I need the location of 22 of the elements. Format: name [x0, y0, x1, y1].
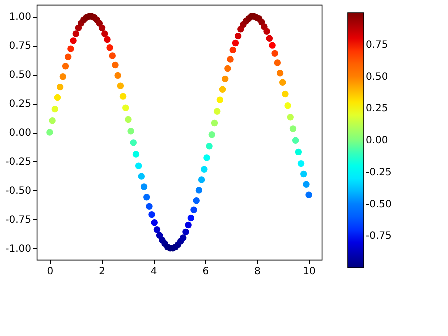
y-tick-label: 1.00: [9, 12, 32, 24]
y-tick-label: 0.25: [9, 99, 32, 110]
x-tick-label: 2: [99, 266, 106, 278]
color-bar-label: -0.75: [366, 231, 392, 242]
x-tick-label: 4: [150, 266, 158, 278]
x-tick-label: 6: [202, 266, 210, 278]
y-tick-label: -1.00: [6, 244, 32, 255]
color-bar-label: 0.25: [366, 104, 388, 115]
color-bar-label: -0.50: [366, 199, 392, 210]
color-bar-label: -0.25: [366, 167, 392, 178]
color-bar-label: 0.75: [366, 40, 388, 51]
y-tick-label: -0.25: [6, 156, 32, 168]
y-tick-label: 0.75: [9, 41, 32, 52]
y-tick-label: 0.50: [9, 70, 32, 82]
color-bar-label: 0.00: [366, 136, 388, 146]
y-tick-label: -0.50: [6, 186, 32, 197]
x-tick-label: 0: [47, 266, 54, 278]
color-bar-label: 0.50: [366, 72, 388, 83]
y-tick-label: -0.75: [6, 214, 32, 226]
x-tick-label: 8: [254, 266, 261, 278]
y-tick-label: 0.00: [9, 128, 32, 139]
x-tick-label: 10: [303, 266, 316, 278]
